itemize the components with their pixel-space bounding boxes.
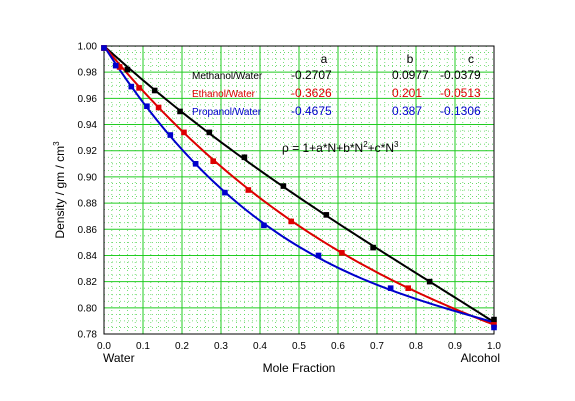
x-tick-label: 0.9: [448, 341, 462, 352]
ethanol-water-point-9: [405, 285, 411, 291]
coef-c-propanol: -0.1306: [440, 104, 481, 118]
x-tick-label: 0.0: [97, 341, 111, 352]
methanol-water-point-1: [124, 66, 131, 73]
y-axis-title: Density / gm / cm3: [52, 141, 67, 239]
methanol-water-point-9: [426, 278, 433, 285]
y-tick-label: 0.82: [78, 277, 98, 288]
legend-propanol-water: Propanol/Water: [192, 107, 262, 118]
methanol-water-point-2: [151, 87, 158, 94]
y-tick-label: 0.98: [78, 68, 98, 79]
propanol-water-point-6: [222, 189, 228, 196]
propanol-water-point-1: [112, 62, 119, 69]
major-grid: [104, 46, 494, 334]
x-axis-title: Mole Fraction: [263, 361, 336, 375]
equation-exponent-2: 2: [363, 140, 368, 149]
x-tick-label: 0.2: [175, 341, 189, 352]
propanol-water-point-2: [128, 83, 135, 90]
coef-a-methanol: -0.2707: [291, 68, 332, 82]
x-tick-label: 0.5: [292, 341, 306, 352]
ethanol-water-point-6: [245, 187, 252, 193]
coef-a-propanol: -0.4675: [291, 104, 332, 118]
y-axis-title-main: Density / gm / cm: [53, 146, 67, 239]
coef-c-methanol: -0.0379: [440, 68, 481, 82]
x-axis-ticks: 0.0 0.1 0.2 0.3 0.4 0.5 0.6 0.7 0.8 0.9 1.0: [97, 341, 501, 352]
propanol-water-point-5: [192, 161, 199, 167]
y-tick-label: 0.94: [78, 120, 98, 131]
x-tick-label: 0.1: [136, 341, 150, 352]
methanol-water-point-7: [323, 212, 330, 218]
ethanol-water-fit-line: [103, 45, 495, 326]
propanol-water-point-3: [144, 103, 150, 110]
propanol-water-point-9: [387, 285, 394, 291]
propanol-water-point-8: [315, 252, 322, 259]
y-tick-label: 1.00: [78, 42, 98, 53]
x-tick-label: 1.0: [487, 341, 501, 352]
propanol-water-point-0: [101, 45, 107, 51]
y-axis-title-exponent: 3: [52, 141, 61, 146]
ethanol-water-point-1: [116, 64, 123, 70]
x-tick-label: 0.3: [214, 341, 228, 352]
y-axis-ticks: 0.78 0.80 0.82 0.84 0.86 0.88 0.90 0.92 0.94 0.96…: [78, 42, 98, 341]
propanol-water-point-10: [491, 324, 497, 331]
equation-exponent-3: 3: [394, 140, 399, 149]
x-axis-left-label: Water: [103, 351, 135, 365]
x-tick-label: 0.6: [331, 341, 345, 352]
equation-part-2: +c*N: [368, 141, 394, 155]
legend-ethanol-water: Ethanol/Water: [192, 89, 256, 100]
methanol-water-point-8: [370, 244, 376, 251]
methanol-water-point-4: [206, 129, 213, 136]
coef-c-ethanol: -0.0513: [440, 86, 481, 100]
methanol-water-point-3: [177, 108, 183, 115]
coef-b-methanol: 0.0977: [392, 68, 429, 82]
x-tick-label: 0.4: [253, 341, 267, 352]
ethanol-water-point-8: [339, 250, 345, 256]
coef-header-c: c: [468, 52, 474, 66]
y-tick-label: 0.90: [78, 172, 98, 183]
y-tick-label: 0.78: [78, 330, 98, 341]
ethanol-water-point-3: [155, 104, 162, 111]
ethanol-water-point-4: [181, 129, 187, 136]
fit-equation: ρ = 1+a*N+b*N2+c*N3: [282, 140, 399, 155]
y-tick-label: 0.88: [78, 199, 98, 210]
x-tick-label: 0.7: [370, 341, 384, 352]
propanol-water-point-7: [261, 222, 267, 229]
x-tick-label: 0.8: [409, 341, 423, 352]
legend-methanol-water: Methanol/Water: [192, 71, 263, 82]
data-points: [101, 45, 497, 331]
coef-header-a: a: [321, 52, 328, 66]
methanol-water-point-5: [241, 154, 248, 161]
propanol-water-point-4: [167, 132, 174, 138]
methanol-water-point-10: [491, 316, 497, 323]
y-tick-label: 0.80: [78, 303, 98, 314]
coefficient-table: a b c Methanol/Water -0.2707 0.0977 -0.0…: [192, 52, 481, 118]
equation-part-1: ρ = 1+a*N+b*N: [282, 141, 363, 155]
methanol-water-point-6: [280, 183, 287, 189]
ethanol-water-point-5: [210, 158, 216, 164]
coef-b-ethanol: 0.201: [392, 86, 422, 100]
y-tick-label: 0.92: [78, 146, 98, 157]
x-axis-right-label: Alcohol: [461, 351, 500, 365]
plot-frame: [103, 45, 495, 335]
coef-a-ethanol: -0.3626: [291, 86, 332, 100]
y-tick-label: 0.84: [78, 251, 98, 262]
ethanol-water-point-2: [136, 85, 142, 91]
y-tick-label: 0.96: [78, 94, 98, 105]
ethanol-water-point-7: [288, 218, 294, 225]
coef-header-b: b: [407, 52, 414, 66]
y-tick-label: 0.86: [78, 225, 98, 236]
coef-b-propanol: 0.387: [392, 104, 422, 118]
